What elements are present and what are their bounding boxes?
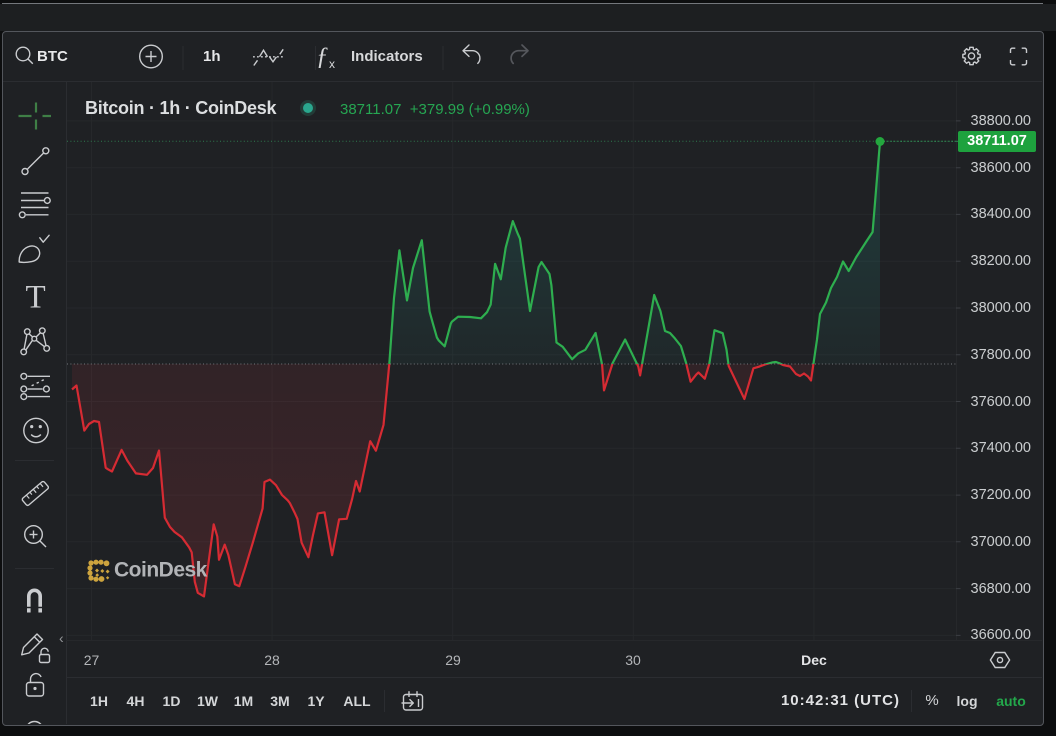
svg-text:ƒ: ƒ xyxy=(316,43,329,70)
svg-text:T: T xyxy=(26,280,46,316)
svg-text:CoinDesk: CoinDesk xyxy=(114,559,208,582)
svg-text:‹: ‹ xyxy=(59,630,64,646)
svg-text:x: x xyxy=(329,57,335,71)
